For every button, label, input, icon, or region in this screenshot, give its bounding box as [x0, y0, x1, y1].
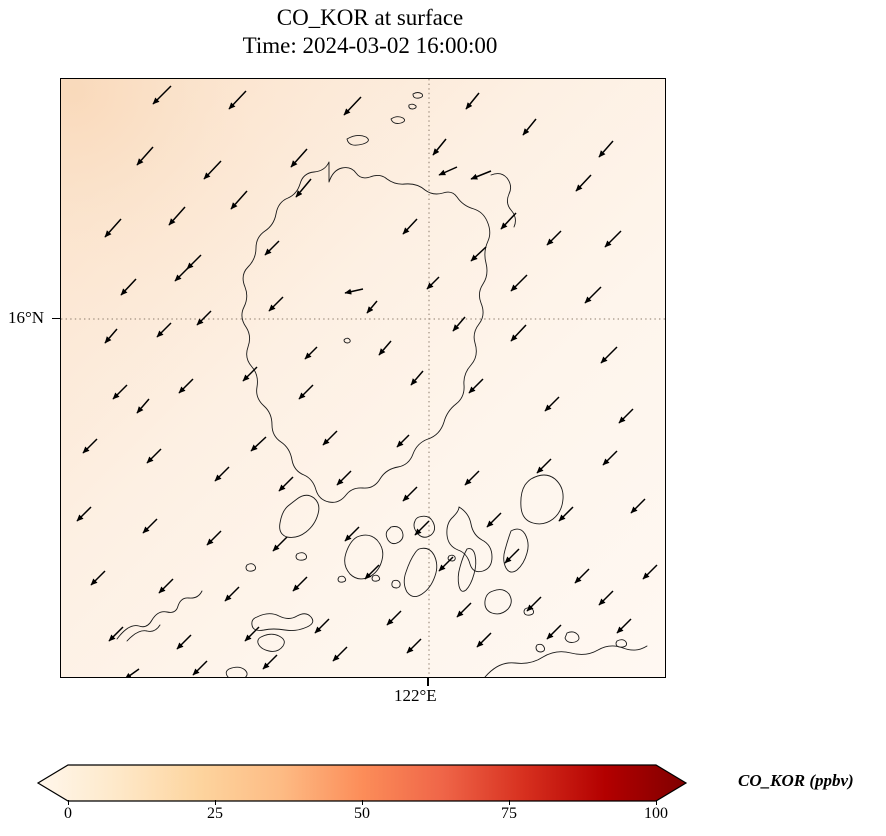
colorbar-tick-label: 50	[354, 805, 370, 822]
colorbar-tick-group: 0 25 50 75 100	[36, 800, 696, 831]
map-plot-area	[60, 78, 666, 678]
coastlines	[116, 92, 648, 677]
colorbar-tick-mark	[215, 800, 217, 805]
chart-title: CO_KOR at surface	[276, 5, 464, 30]
colorbar-tick-label: 25	[207, 805, 223, 822]
map-graphics	[61, 79, 665, 677]
colorbar-graphics	[36, 764, 688, 802]
colorbar-tick-label: 75	[501, 805, 517, 822]
co-concentration-field	[61, 79, 665, 677]
colorbar-tick-mark	[509, 800, 511, 805]
chart-subtitle: Time: 2024-03-02 16:00:00	[242, 33, 498, 58]
colorbar-tick-label: 0	[64, 805, 72, 822]
lon-tick-mark	[427, 678, 429, 686]
colorbar-gradient-bar	[36, 764, 688, 802]
colorbar[interactable]: 0 25 50 75 100	[36, 763, 696, 822]
colorbar-tick-mark	[68, 800, 70, 805]
colorbar-tick-mark	[362, 800, 364, 805]
lat-tick-mark	[52, 317, 60, 319]
wind-vector-field	[76, 85, 658, 677]
lon-tick-label-122E: 122°E	[394, 686, 437, 705]
chart-title-block: CO_KOR at surface Time: 2024-03-02 16:00…	[0, 4, 740, 60]
colorbar-tick-label: 100	[644, 805, 668, 822]
lat-tick-label-16N: 16°N	[8, 308, 45, 327]
gridlines	[61, 79, 665, 677]
colorbar-label: CO_KOR (ppbv)	[738, 771, 854, 790]
colorbar-tick-mark	[656, 800, 658, 805]
